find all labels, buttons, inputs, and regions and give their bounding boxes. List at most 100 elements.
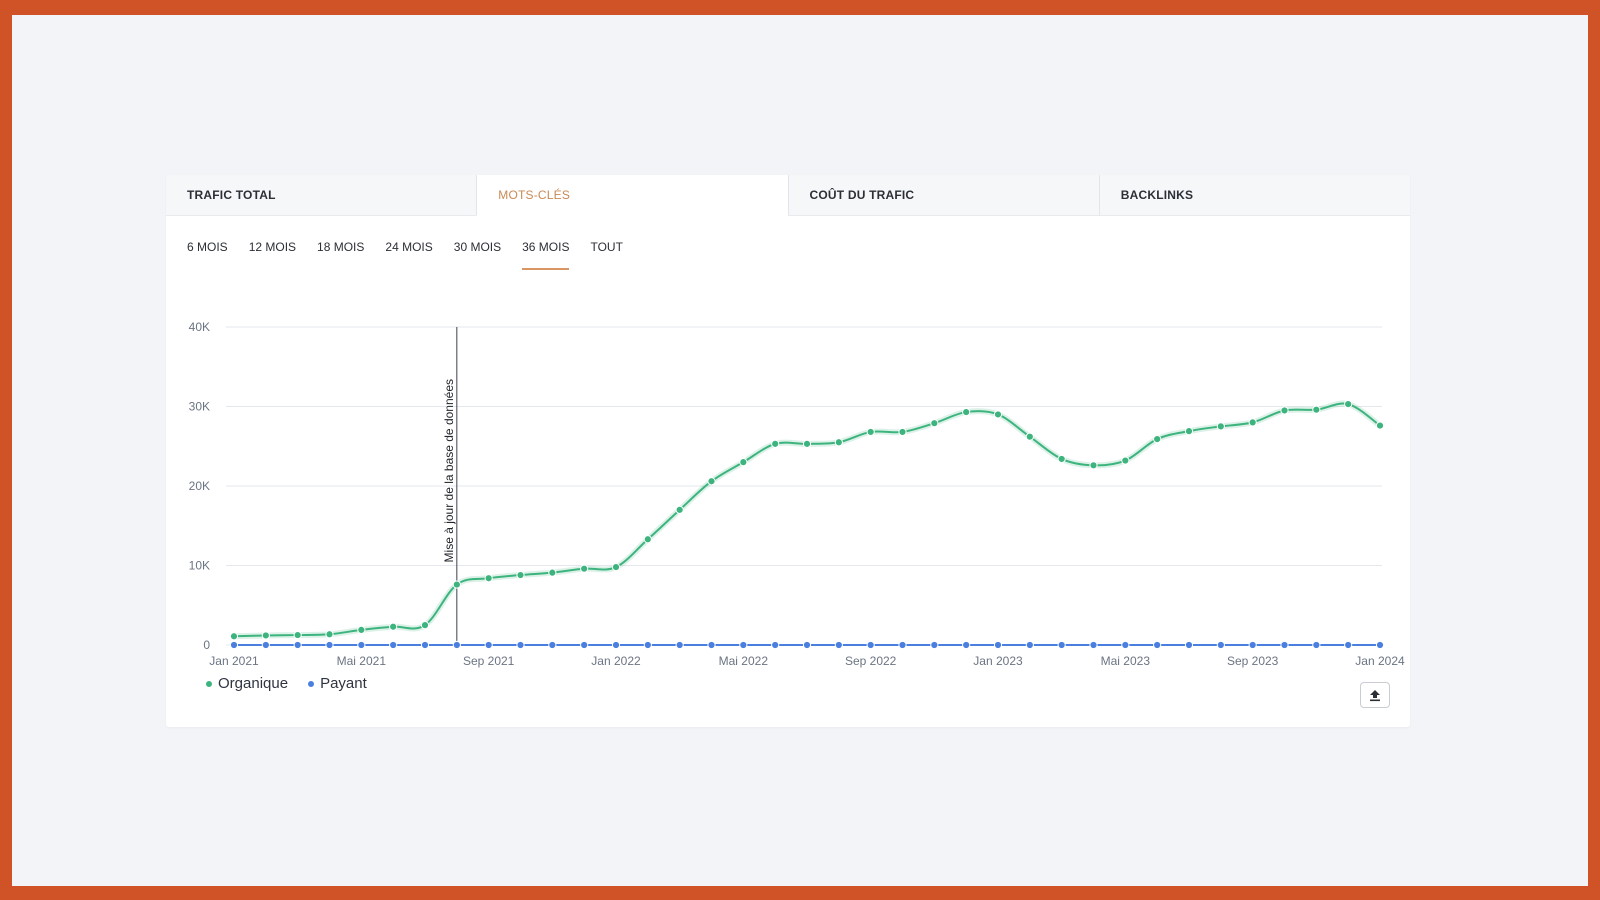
series-payant-point <box>548 640 557 650</box>
tab-backlinks[interactable]: BACKLINKS <box>1098 175 1410 216</box>
legend-organique[interactable]: Organique <box>206 675 288 692</box>
series-payant-point <box>452 640 461 650</box>
series-organique-point <box>1057 454 1066 464</box>
x-tick-label: Mai 2022 <box>719 654 769 668</box>
x-tick-label: Sep 2023 <box>1227 654 1279 668</box>
series-payant-point <box>325 640 334 650</box>
series-organique-glow <box>233 400 1382 640</box>
series-organique-point <box>643 535 652 544</box>
series-payant-point <box>834 640 843 650</box>
x-tick-label: Jan 2021 <box>209 654 259 668</box>
series-organique-point <box>866 427 875 437</box>
tab-mots-cles[interactable]: MOTS-CLÉS <box>476 175 788 216</box>
x-tick-label: Mai 2023 <box>1101 654 1151 668</box>
series-organique-point <box>802 439 812 448</box>
series-organique-point <box>548 568 557 577</box>
series-payant-point <box>1184 640 1194 650</box>
series-organique-point <box>1121 456 1130 465</box>
series-organique-point <box>1375 421 1385 430</box>
export-button[interactable] <box>1360 682 1390 708</box>
series-payant-point <box>1375 640 1385 650</box>
series-organique-point <box>229 632 239 641</box>
series-organique-point <box>1312 405 1321 414</box>
series-payant-point <box>771 640 780 650</box>
series-organique-point <box>357 625 366 634</box>
period-tout[interactable]: TOUT <box>590 240 623 254</box>
series-payant-point <box>1344 640 1353 650</box>
series-organique-point <box>389 622 398 631</box>
x-tick-label: Mai 2021 <box>337 654 387 668</box>
series-organique-point <box>771 439 780 448</box>
series-payant-point <box>643 640 652 650</box>
series-payant-point <box>229 640 239 650</box>
series-organique-point <box>707 477 716 486</box>
series-payant-point <box>611 640 621 650</box>
series-payant-point <box>1057 640 1066 650</box>
period-24-mois[interactable]: 24 MOIS <box>385 240 433 254</box>
series-organique-point <box>420 621 430 630</box>
series-organique-point <box>261 631 270 640</box>
series-payant-point <box>261 640 270 650</box>
series-organique-point <box>293 630 302 640</box>
series-organique-point <box>930 419 939 428</box>
y-tick-label: 0 <box>203 638 210 652</box>
x-tick-label: Jan 2022 <box>591 654 641 668</box>
series-payant-point <box>675 640 684 650</box>
period-6-mois[interactable]: 6 MOIS <box>187 240 228 254</box>
series-organique-point <box>611 562 621 572</box>
legend-payant-label: Payant <box>320 675 367 692</box>
series-organique-point <box>898 427 907 437</box>
period-12-mois[interactable]: 12 MOIS <box>248 240 297 254</box>
series-organique-point <box>452 580 461 589</box>
line-chart: 0 10K 20K 30K 40K Jan 2021 Mai 2021 Sep 2021 Jan… <box>189 320 1405 668</box>
series-organique-point <box>962 407 971 417</box>
series-payant-point <box>930 640 939 650</box>
series-payant-point <box>1312 640 1321 650</box>
legend-organique-marker <box>206 680 212 687</box>
series-payant-point <box>516 640 525 650</box>
tab-trafic-total[interactable]: TRAFIC TOTAL <box>166 175 477 216</box>
legend-payant[interactable]: Payant <box>308 675 367 692</box>
series-organique-point <box>516 570 525 580</box>
annotation-label: Mise à jour de la base de données <box>442 379 456 562</box>
series-organique-point <box>1089 461 1098 470</box>
series-payant-point <box>898 640 907 650</box>
series-payant-point <box>993 640 1003 650</box>
legend-payant-marker <box>308 680 315 687</box>
x-tick-label: Jan 2024 <box>1355 654 1405 668</box>
traffic-card: TRAFIC TOTAL MOTS-CLÉS COÛT DU TRAFIC BA… <box>166 175 1410 727</box>
upload-icon <box>1370 689 1380 701</box>
period-18-mois[interactable]: 18 MOIS <box>317 240 365 254</box>
series-organique-point <box>484 574 493 583</box>
x-tick-label: Sep 2022 <box>845 654 897 668</box>
series-payant-point <box>739 640 748 650</box>
page-background: TRAFIC TOTAL MOTS-CLÉS COÛT DU TRAFIC BA… <box>12 15 1588 886</box>
tab-cout-du-trafic[interactable]: COÛT DU TRAFIC <box>787 175 1099 216</box>
series-organique-point <box>1153 434 1162 444</box>
series-payant-point <box>1248 640 1257 650</box>
series-payant-point <box>1089 640 1098 650</box>
series-organique-point <box>1248 418 1257 427</box>
period-36-mois[interactable]: 36 MOIS <box>522 234 570 270</box>
x-tick-label: Jan 2023 <box>973 654 1023 668</box>
series-organique-point <box>1344 400 1353 409</box>
series-organique-point <box>1184 427 1194 436</box>
series-organique-point <box>675 505 684 514</box>
y-tick-label: 40K <box>189 320 210 334</box>
series-organique-line <box>233 402 1381 638</box>
period-selector: 6 MOIS 12 MOIS 18 MOIS 24 MOIS 30 MOIS 3… <box>166 216 1410 278</box>
series-organique-point <box>993 410 1003 419</box>
series-payant-point <box>1121 640 1130 650</box>
series-organique-point <box>580 564 589 573</box>
series-payant-point <box>707 640 716 650</box>
legend-organique-label: Organique <box>218 675 289 692</box>
series-payant-point <box>357 640 366 650</box>
y-tick-label: 20K <box>189 479 210 493</box>
series-payant-point <box>389 640 398 650</box>
period-30-mois[interactable]: 30 MOIS <box>453 240 502 254</box>
series-payant-point <box>1216 640 1225 650</box>
y-tick-label: 10K <box>189 559 210 573</box>
series-organique-point <box>834 438 843 447</box>
series-payant-point <box>580 640 589 650</box>
series-payant-point <box>1153 640 1162 650</box>
